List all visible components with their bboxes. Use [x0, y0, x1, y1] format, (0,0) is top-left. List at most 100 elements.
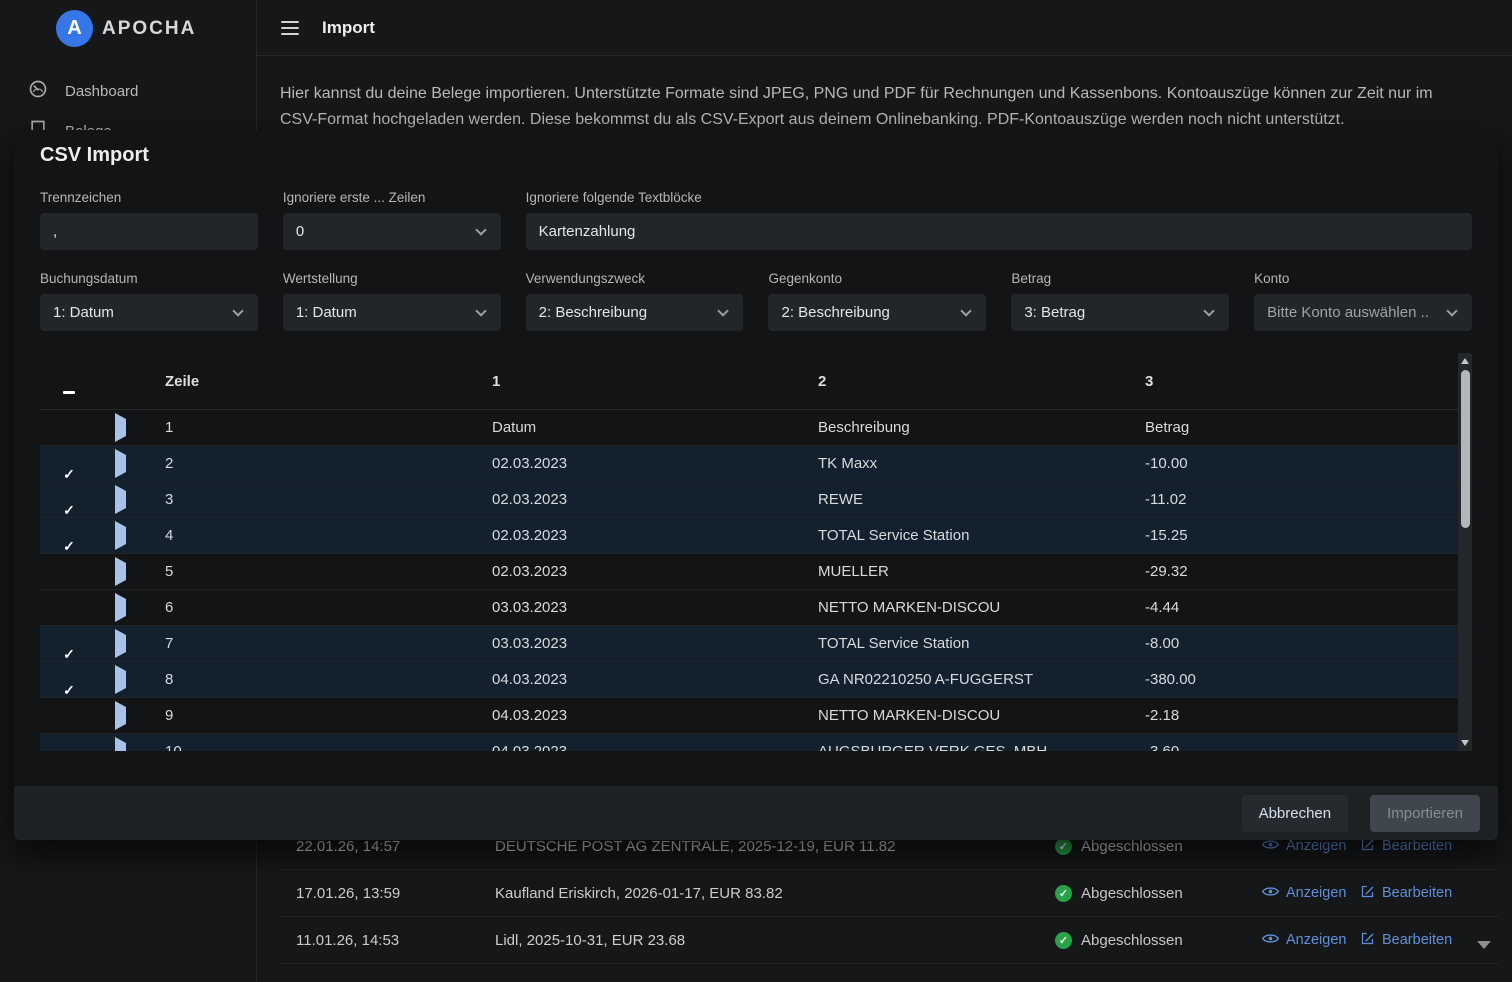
scrollbar-down-arrow[interactable] [1461, 740, 1469, 746]
cell-col2: NETTO MARKEN-DISCOU [818, 599, 1001, 616]
table-row: 1 Datum Beschreibung Betrag [40, 410, 1472, 446]
sidebar-item-label: Dashboard [65, 82, 139, 100]
wertstellung-select[interactable]: 1: Datum [282, 294, 501, 331]
edit-icon [1360, 931, 1375, 950]
receipt-datetime: 22.01.26, 14:57 [296, 837, 401, 855]
table-row: 4 02.03.2023 TOTAL Service Station -15.2… [40, 518, 1472, 554]
expand-row-icon[interactable] [115, 665, 126, 694]
chevron-down-icon [474, 304, 487, 317]
betrag-select[interactable]: 3: Betrag [1011, 294, 1230, 331]
sidebar-nav: Dashboard Belege [0, 71, 256, 151]
status-badge: Abgeschlossen [1081, 837, 1183, 855]
table-row: 6 03.03.2023 NETTO MARKEN-DISCOU -4.44 [40, 590, 1472, 626]
row-number: 1 [165, 419, 174, 436]
field-label: Trennzeichen [40, 190, 122, 205]
hamburger-menu-icon[interactable] [279, 17, 301, 39]
edit-receipt-link[interactable]: Bearbeiten [1360, 931, 1498, 950]
field-gegenkonto: Gegenkonto 2: Beschreibung [768, 271, 987, 331]
cell-col1: 04.03.2023 [492, 743, 818, 751]
brand-logo-icon: A [56, 10, 93, 47]
receipt-description: DEUTSCHE POST AG ZENTRALE, 2025-12-19, E… [495, 837, 896, 855]
view-receipt-link[interactable]: Anzeigen [1261, 838, 1360, 855]
table-row: 3 02.03.2023 REWE -11.02 [40, 482, 1472, 518]
scrollbar-thumb[interactable] [1460, 370, 1470, 528]
cell-col2: MUELLER [818, 563, 889, 580]
edit-label: Bearbeiten [1382, 885, 1453, 901]
edit-receipt-link[interactable]: Bearbeiten [1360, 884, 1498, 903]
row-number: 8 [165, 671, 174, 688]
buchungsdatum-select[interactable]: 1: Datum [40, 294, 258, 331]
expand-row-icon[interactable] [115, 485, 126, 514]
cell-col3: -380.00 [1145, 671, 1196, 688]
cell-col3: -10.00 [1145, 455, 1188, 472]
ignore-blocks-input[interactable]: Kartenzahlung [525, 213, 1472, 250]
cell-col2: TOTAL Service Station [818, 635, 970, 652]
cell-col3: -2.18 [1145, 707, 1180, 724]
cell-col3: -3.60 [1145, 743, 1472, 751]
expand-row-icon[interactable] [115, 521, 126, 550]
cell-col2: GA NR02210250 A-FUGGERST [818, 671, 1034, 688]
import-button[interactable]: Importieren [1370, 794, 1480, 832]
ignore-rows-select[interactable]: 0 [282, 213, 501, 250]
expand-row-icon[interactable] [115, 629, 126, 658]
cell-col1: 03.03.2023 [492, 635, 568, 652]
cell-col2: Beschreibung [818, 419, 910, 436]
expand-row-icon[interactable] [115, 449, 126, 478]
edit-receipt-link[interactable]: Bearbeiten [1360, 837, 1498, 856]
view-receipt-link[interactable]: Anzeigen [1261, 932, 1360, 949]
cell-col1: 02.03.2023 [492, 455, 568, 472]
gauge-icon [28, 79, 48, 103]
view-label: Anzeigen [1286, 885, 1347, 901]
row-number: 7 [165, 635, 174, 652]
row-number: 4 [165, 527, 174, 544]
gegenkonto-select[interactable]: 2: Beschreibung [768, 294, 987, 331]
brand-name: APOCHA [102, 17, 197, 39]
expand-row-icon[interactable] [115, 557, 126, 586]
csv-settings-form: Trennzeichen , Ignoriere erste ... Zeile… [40, 190, 1472, 331]
expand-row-icon[interactable] [115, 737, 126, 751]
table-row: 5 02.03.2023 MUELLER -29.32 [40, 554, 1472, 590]
receipt-datetime: 11.01.26, 14:53 [296, 931, 400, 949]
expand-row-icon[interactable] [115, 593, 126, 622]
view-receipt-link[interactable]: Anzeigen [1261, 885, 1360, 902]
cell-col2: NETTO MARKEN-DISCOU [818, 707, 1001, 724]
row-number: 9 [165, 707, 174, 724]
column-header-1: 1 [492, 372, 501, 390]
table-row: 2 02.03.2023 TK Maxx -10.00 [40, 446, 1472, 482]
eye-icon [1261, 932, 1280, 949]
field-label: Ignoriere folgende Textblöcke [525, 190, 702, 205]
expand-row-icon[interactable] [115, 701, 126, 730]
field-label: Verwendungszweck [525, 271, 645, 286]
check-circle-icon: ✓ [1055, 837, 1072, 855]
edit-label: Bearbeiten [1382, 838, 1453, 854]
verwendungszweck-select[interactable]: 2: Beschreibung [525, 294, 744, 331]
table-row: 7 03.03.2023 TOTAL Service Station -8.00 [40, 626, 1472, 662]
table-scrollbar[interactable] [1458, 353, 1472, 751]
cell-col3: -11.02 [1145, 491, 1187, 508]
field-ignore-blocks: Ignoriere folgende Textblöcke Kartenzahl… [525, 190, 1472, 250]
preview-table-header: Zeile 1 2 3 [40, 353, 1472, 410]
cell-col2: TOTAL Service Station [818, 527, 970, 544]
preview-table-body: 1 Datum Beschreibung Betrag 2 02.03.2023… [40, 410, 1472, 751]
column-header-2: 2 [818, 372, 827, 390]
page-scrollbar-down-arrow[interactable] [1477, 941, 1491, 949]
scrollbar-up-arrow[interactable] [1461, 358, 1469, 364]
status-badge: Abgeschlossen [1081, 884, 1183, 902]
konto-select[interactable]: Bitte Konto auswählen .. [1254, 294, 1472, 331]
field-label: Konto [1254, 271, 1290, 286]
chevron-down-icon [232, 304, 244, 317]
cancel-button[interactable]: Abbrechen [1241, 794, 1349, 832]
cell-col1: Datum [492, 419, 537, 436]
expand-row-icon[interactable] [115, 413, 126, 442]
csv-preview-table: Zeile 1 2 3 1 Datum Beschreibung Betrag [40, 353, 1472, 751]
trennzeichen-input[interactable]: , [40, 213, 258, 250]
chevron-down-icon [474, 223, 487, 236]
receipt-row: 22.01.26, 14:57 DEUTSCHE POST AG ZENTRAL… [280, 823, 1498, 870]
eye-icon [1261, 885, 1280, 902]
brand-logo[interactable]: A APOCHA [0, 0, 256, 47]
receipt-status: ✓ Abgeschlossen [1055, 931, 1262, 949]
cell-col3: -15.25 [1145, 527, 1188, 544]
row-number: 5 [165, 563, 174, 580]
receipt-status: ✓ Abgeschlossen [1055, 884, 1262, 902]
sidebar-item-dashboard[interactable]: Dashboard [0, 71, 256, 111]
